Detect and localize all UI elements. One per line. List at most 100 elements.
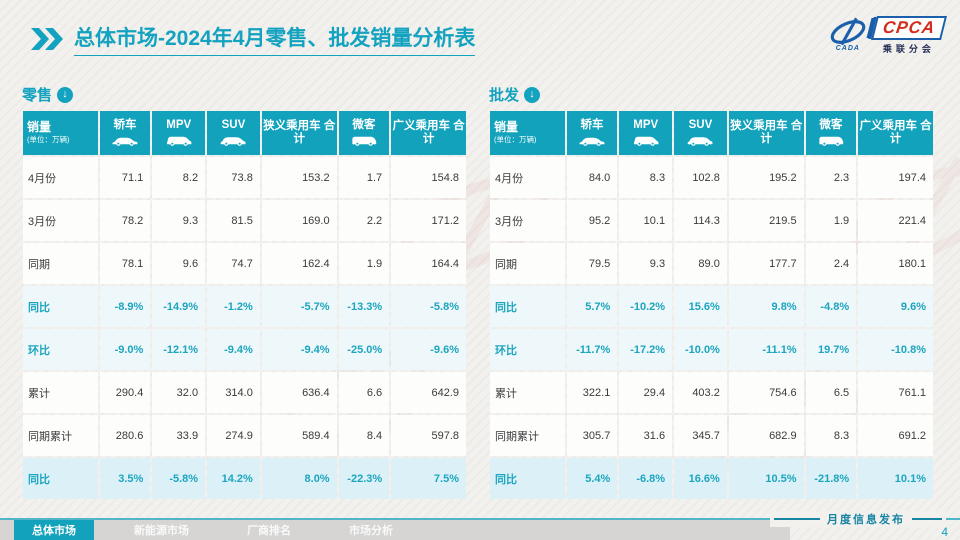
value-cell: -8.9% — [99, 286, 151, 327]
value-cell: 102.8 — [674, 157, 727, 198]
sedan-icon — [578, 134, 606, 147]
column-header: SUV — [674, 111, 727, 155]
release-dash — [774, 518, 820, 520]
wholesale-section: 批发 ↓ 销量 (单位：万辆) 轿车 MPV SUV 狭义乘用车 合计 微客 广义乘用车 合计… — [488, 84, 935, 501]
column-header-label: 微客 — [819, 119, 843, 132]
value-cell: 636.4 — [261, 372, 337, 413]
row-label: 累计 — [490, 372, 565, 413]
arrow-down-circle-icon: ↓ — [57, 86, 74, 103]
wholesale-table: 销量 (单位：万辆) 轿车 MPV SUV 狭义乘用车 合计 微客 广义乘用车 合计 4月份 84… — [488, 109, 935, 501]
value-cell: -13.3% — [338, 286, 390, 327]
column-header: 广义乘用车 合计 — [858, 111, 933, 155]
value-cell: -5.7% — [261, 286, 337, 327]
column-header: 广义乘用车 合计 — [391, 111, 466, 155]
value-cell: 6.5 — [805, 372, 857, 413]
title-row: 总体市场-2024年4月零售、批发销量分析表 — [30, 22, 476, 56]
column-header-label: 微客 — [352, 119, 376, 132]
value-cell: 7.5% — [391, 458, 466, 499]
row-label: 同期 — [23, 243, 98, 284]
value-cell: 305.7 — [566, 415, 618, 456]
value-cell: 71.1 — [99, 157, 151, 198]
column-header-label: 广义乘用车 合计 — [392, 119, 465, 145]
suv-icon — [686, 134, 714, 147]
column-header-label: 轿车 — [113, 119, 137, 132]
value-cell: 89.0 — [674, 243, 727, 284]
column-header-label: MPV — [166, 119, 192, 132]
value-cell: 33.9 — [152, 415, 206, 456]
value-cell: 274.9 — [207, 415, 260, 456]
page-title-main: 总体市场 — [74, 27, 158, 50]
sales-unit-header: 销量 (单位：万辆) — [490, 111, 565, 155]
value-cell: -25.0% — [338, 329, 390, 370]
footer-tab-4[interactable]: 市场分析 — [349, 525, 393, 537]
minibus-icon — [350, 134, 378, 147]
value-cell: 153.2 — [261, 157, 337, 198]
value-cell: 78.1 — [99, 243, 151, 284]
value-cell: 177.7 — [728, 243, 804, 284]
value-cell: 8.3 — [805, 415, 857, 456]
value-cell: 114.3 — [674, 200, 727, 241]
value-cell: 8.0% — [261, 458, 337, 499]
value-cell: -14.9% — [152, 286, 206, 327]
value-cell: 154.8 — [391, 157, 466, 198]
value-cell: 197.4 — [858, 157, 933, 198]
row-label: 4月份 — [23, 157, 98, 198]
table-row: 同比 5.4% -6.8% 16.6% 10.5% -21.8% 10.1% — [490, 458, 933, 499]
column-header: SUV — [207, 111, 260, 155]
value-cell: 10.5% — [728, 458, 804, 499]
value-cell: -5.8% — [391, 286, 466, 327]
value-cell: 74.7 — [207, 243, 260, 284]
value-cell: 280.6 — [99, 415, 151, 456]
column-header: 微客 — [805, 111, 857, 155]
column-header-label: 广义乘用车 合计 — [859, 119, 932, 145]
table-row: 环比 -9.0% -12.1% -9.4% -9.4% -25.0% -9.6% — [23, 329, 466, 370]
value-cell: 9.6 — [152, 243, 206, 284]
row-label: 3月份 — [23, 200, 98, 241]
value-cell: 3.5% — [99, 458, 151, 499]
value-cell: -17.2% — [619, 329, 673, 370]
value-cell: 1.9 — [805, 200, 857, 241]
value-cell: 16.6% — [674, 458, 727, 499]
retail-label: 零售 — [22, 87, 53, 104]
mpv-icon — [165, 134, 193, 147]
value-cell: -9.4% — [207, 329, 260, 370]
value-cell: 754.6 — [728, 372, 804, 413]
value-cell: 761.1 — [858, 372, 933, 413]
value-cell: -22.3% — [338, 458, 390, 499]
value-cell: -10.0% — [674, 329, 727, 370]
row-label: 环比 — [23, 329, 98, 370]
value-cell: 164.4 — [391, 243, 466, 284]
footer-tab-3[interactable]: 厂商排名 — [247, 525, 291, 537]
sales-unit: (单位：万辆) — [27, 135, 70, 145]
value-cell: 597.8 — [391, 415, 466, 456]
value-cell: 10.1% — [858, 458, 933, 499]
page-title-rest: -2024年4月零售、批发销量分析表 — [158, 27, 476, 50]
footer-tab-strip: 总体市场 新能源市场 厂商排名 市场分析 — [0, 520, 790, 540]
value-cell: 8.3 — [619, 157, 673, 198]
value-cell: -21.8% — [805, 458, 857, 499]
sales-label: 销量 — [494, 120, 519, 135]
footer-tab-1[interactable]: 总体市场 — [14, 520, 94, 540]
footer-tab-2[interactable]: 新能源市场 — [134, 525, 189, 537]
column-header: 狭义乘用车 合计 — [728, 111, 804, 155]
column-header: 微客 — [338, 111, 390, 155]
row-label: 累计 — [23, 372, 98, 413]
minibus-icon — [817, 134, 845, 147]
value-cell: 32.0 — [152, 372, 206, 413]
value-cell: -10.8% — [858, 329, 933, 370]
value-cell: 15.6% — [674, 286, 727, 327]
retail-table: 销量 (单位：万辆) 轿车 MPV SUV 狭义乘用车 合计 微客 广义乘用车 合计 4月份 71… — [21, 109, 468, 501]
value-cell: -1.2% — [207, 286, 260, 327]
retail-section-label: 零售 ↓ — [22, 84, 468, 105]
value-cell: 682.9 — [728, 415, 804, 456]
value-cell: 589.4 — [261, 415, 337, 456]
sales-label: 销量 — [27, 120, 52, 135]
table-row: 同期累计 305.7 31.6 345.7 682.9 8.3 691.2 — [490, 415, 933, 456]
footer-divider — [0, 518, 960, 520]
arrow-down-circle-icon: ↓ — [524, 86, 541, 103]
value-cell: -9.6% — [391, 329, 466, 370]
value-cell: 169.0 — [261, 200, 337, 241]
column-header-label: 狭义乘用车 合计 — [730, 119, 803, 145]
value-cell: 8.2 — [152, 157, 206, 198]
